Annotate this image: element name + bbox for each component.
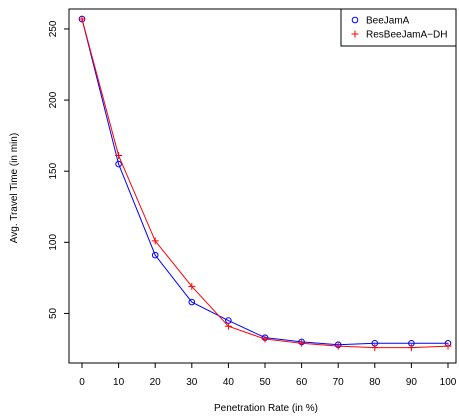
y-tick-label: 100 xyxy=(48,234,59,251)
series-line xyxy=(81,18,449,349)
series-layer xyxy=(78,15,452,352)
legend-box xyxy=(340,8,457,47)
data-point xyxy=(407,344,415,352)
series-1 xyxy=(78,15,452,349)
data-point xyxy=(444,342,452,350)
y-tick-label: 150 xyxy=(48,162,59,179)
data-point xyxy=(151,237,159,245)
data-point xyxy=(371,344,379,352)
series-2 xyxy=(78,15,452,352)
x-tick-label: 80 xyxy=(369,377,381,388)
data-point xyxy=(261,335,269,343)
x-tick-label: 30 xyxy=(186,377,198,388)
series-line xyxy=(81,18,448,346)
data-point xyxy=(188,298,196,306)
x-tick-label: 70 xyxy=(333,377,345,388)
y-axis-label: Avg. Travel Time (in min) xyxy=(9,133,20,243)
legend: BeeJamA ResBeeJamA−DH xyxy=(340,8,457,47)
x-axis: 0 10 20 30 40 50 60 70 80 90 100 xyxy=(79,363,457,388)
x-tick-label: 0 xyxy=(79,377,85,388)
x-tick-label: 10 xyxy=(113,377,125,388)
plot-area xyxy=(68,8,457,364)
x-tick-label: 90 xyxy=(406,377,418,388)
data-point xyxy=(224,322,232,330)
legend-label: ResBeeJamA−DH xyxy=(366,30,447,41)
x-tick-label: 100 xyxy=(440,377,457,388)
y-tick-label: 50 xyxy=(48,307,59,319)
data-point xyxy=(151,251,159,259)
y-tick-label: 200 xyxy=(48,91,59,108)
data-point xyxy=(115,152,123,160)
x-tick-label: 50 xyxy=(259,377,271,388)
x-axis-label: Penetration Rate (in %) xyxy=(214,403,318,414)
data-point xyxy=(334,342,342,350)
data-point xyxy=(115,160,122,168)
y-tick-label: 250 xyxy=(48,20,59,37)
data-point xyxy=(78,15,86,23)
data-point xyxy=(298,339,306,347)
x-tick-label: 40 xyxy=(223,377,235,388)
x-tick-label: 60 xyxy=(296,377,308,388)
x-tick-label: 20 xyxy=(150,377,162,388)
data-point xyxy=(188,282,196,290)
plot-frame xyxy=(68,8,457,364)
legend-marker xyxy=(351,16,359,24)
y-axis: 50 100 150 200 250 xyxy=(48,20,69,319)
legend-label: BeeJamA xyxy=(366,16,410,27)
legend-marker xyxy=(351,30,359,38)
